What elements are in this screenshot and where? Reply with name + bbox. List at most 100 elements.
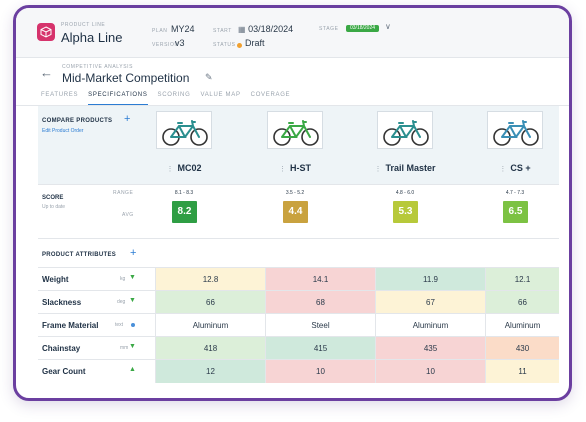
stage-label: STAGE (319, 26, 339, 32)
product-image[interactable] (487, 111, 543, 149)
attribute-cell[interactable]: 12.8 (155, 268, 265, 291)
more-options-icon[interactable]: ⋮ (166, 166, 174, 173)
attribute-cell[interactable]: 14.1 (265, 268, 375, 291)
stage-badge[interactable]: 03/18/2024 (346, 25, 380, 32)
neutral-dot-icon[interactable] (131, 323, 135, 327)
sort-down-icon[interactable]: ▼ (129, 274, 136, 281)
tab-scoring[interactable]: SCORING (157, 92, 191, 98)
divider (38, 238, 559, 239)
product-line-label: PRODUCT LINE (61, 22, 106, 28)
chevron-down-icon[interactable]: ∨ (385, 22, 391, 31)
attribute-cell[interactable]: 435 (375, 337, 485, 360)
score-label: SCORE (42, 195, 64, 201)
attribute-cell[interactable]: Aluminum (375, 314, 485, 337)
status-label: STATUS (213, 42, 236, 48)
product-name[interactable]: ⋮ H-ST (245, 163, 345, 173)
header-bar: PRODUCT LINE Alpha Line PLAN MY24 VERSIO… (16, 8, 569, 58)
edit-pencil-icon[interactable]: ✎ (205, 72, 213, 82)
attribute-cell[interactable]: 430 (485, 337, 559, 360)
more-options-icon[interactable]: ⋮ (279, 166, 286, 173)
score-badge[interactable]: 6.5 (503, 201, 528, 223)
attribute-cell[interactable]: 11 (485, 360, 559, 383)
more-options-icon[interactable]: ⋮ (374, 166, 382, 173)
start-date-value: 03/18/2024 (248, 24, 294, 34)
attribute-name: Weight (42, 275, 69, 284)
tab-features[interactable]: FEATURES (41, 92, 79, 98)
add-attribute-icon[interactable]: + (130, 247, 137, 259)
product-name[interactable]: ⋮ MC02 (134, 163, 234, 173)
product-name[interactable]: ⋮ CS + (465, 163, 565, 173)
product-name-text: H-ST (290, 163, 311, 173)
product-name-text: CS + (510, 163, 531, 173)
start-label: START (213, 28, 232, 34)
attribute-row: Slackness deg ▼ 66 68 67 66 (38, 290, 559, 314)
tab-value-map[interactable]: VALUE MAP (200, 92, 241, 98)
attribute-cell[interactable]: 418 (155, 337, 265, 360)
attribute-cell[interactable]: 11.9 (375, 268, 485, 291)
score-range: 8.1 - 8.3 (174, 190, 194, 196)
version-value: v3 (175, 38, 185, 48)
score-range: 3.5 - 5.2 (285, 190, 305, 196)
score-range: 4.8 - 6.0 (395, 190, 415, 196)
page-title: Mid-Market Competition (62, 71, 190, 85)
tab-coverage[interactable]: COVERAGE (250, 92, 291, 98)
attribute-unit: text (115, 322, 124, 328)
product-image[interactable] (156, 111, 212, 149)
attribute-cell[interactable]: 12.1 (485, 268, 559, 291)
plan-label: PLAN (152, 28, 168, 34)
score-badge[interactable]: 8.2 (172, 201, 197, 223)
start-date-field[interactable]: ▦ 03/18/2024 (238, 24, 293, 34)
tab-bar: FEATURES SPECIFICATIONS SCORING VALUE MA… (41, 92, 290, 106)
back-arrow-icon[interactable]: ← (40, 65, 53, 80)
section-label: COMPETITIVE ANALYSIS (62, 64, 134, 70)
score-range: 4.7 - 7.3 (505, 190, 525, 196)
attribute-cell[interactable]: Steel (265, 314, 375, 337)
edit-product-order-link[interactable]: Edit Product Order (42, 128, 84, 134)
attribute-name: Frame Material (42, 321, 99, 330)
sort-up-icon[interactable]: ▲ (129, 366, 136, 373)
product-image[interactable] (377, 111, 433, 149)
score-badge[interactable]: 5.3 (393, 201, 418, 223)
attribute-unit: kg (120, 276, 126, 282)
avg-label: AVG (122, 212, 134, 218)
status-value: Draft (245, 38, 265, 48)
product-image[interactable] (267, 111, 323, 149)
attribute-unit: mm (120, 345, 129, 351)
product-name-text: Trail Master (385, 163, 436, 173)
attribute-name: Chainstay (42, 344, 81, 353)
attribute-cell[interactable]: 67 (375, 291, 485, 314)
compare-products-label: COMPARE PRODUCTS (42, 118, 113, 124)
product-name[interactable]: ⋮ Trail Master (355, 163, 455, 173)
attribute-row: Weight kg ▼ 12.8 14.1 11.9 12.1 (38, 267, 559, 291)
divider (38, 184, 559, 185)
attribute-cell[interactable]: 415 (265, 337, 375, 360)
attribute-cell[interactable]: 10 (375, 360, 485, 383)
sort-down-icon[interactable]: ▼ (129, 297, 136, 304)
more-options-icon[interactable]: ⋮ (499, 166, 507, 173)
attribute-cell[interactable]: 68 (265, 291, 375, 314)
product-name-text: MC02 (177, 163, 202, 173)
range-label: RANGE (113, 190, 134, 196)
version-label: VERSION (152, 42, 179, 48)
score-status: Up to date (42, 204, 66, 210)
attribute-cell[interactable]: Aluminum (155, 314, 265, 337)
add-product-icon[interactable]: + (124, 113, 131, 125)
product-attributes-label: PRODUCT ATTRIBUTES (42, 252, 117, 258)
attribute-row: Gear Count ▲ 12 10 10 11 (38, 359, 559, 383)
tab-specifications[interactable]: SPECIFICATIONS (88, 92, 148, 106)
attribute-cell[interactable]: 66 (485, 291, 559, 314)
tab-divider (16, 105, 569, 106)
sort-down-icon[interactable]: ▼ (129, 343, 136, 350)
attribute-name: Gear Count (42, 367, 86, 376)
plan-value: MY24 (171, 24, 195, 34)
product-line-name[interactable]: Alpha Line (61, 30, 123, 45)
attribute-cell[interactable]: 10 (265, 360, 375, 383)
score-badge[interactable]: 4.4 (283, 201, 308, 223)
attribute-cell[interactable]: 12 (155, 360, 265, 383)
attribute-unit: deg (117, 299, 126, 305)
attribute-cell[interactable]: 66 (155, 291, 265, 314)
attribute-cell[interactable]: Aluminum (485, 314, 559, 337)
attribute-row: Chainstay mm ▼ 418 415 435 430 (38, 336, 559, 360)
calendar-icon: ▦ (238, 25, 246, 34)
box-logo-icon (37, 23, 55, 41)
